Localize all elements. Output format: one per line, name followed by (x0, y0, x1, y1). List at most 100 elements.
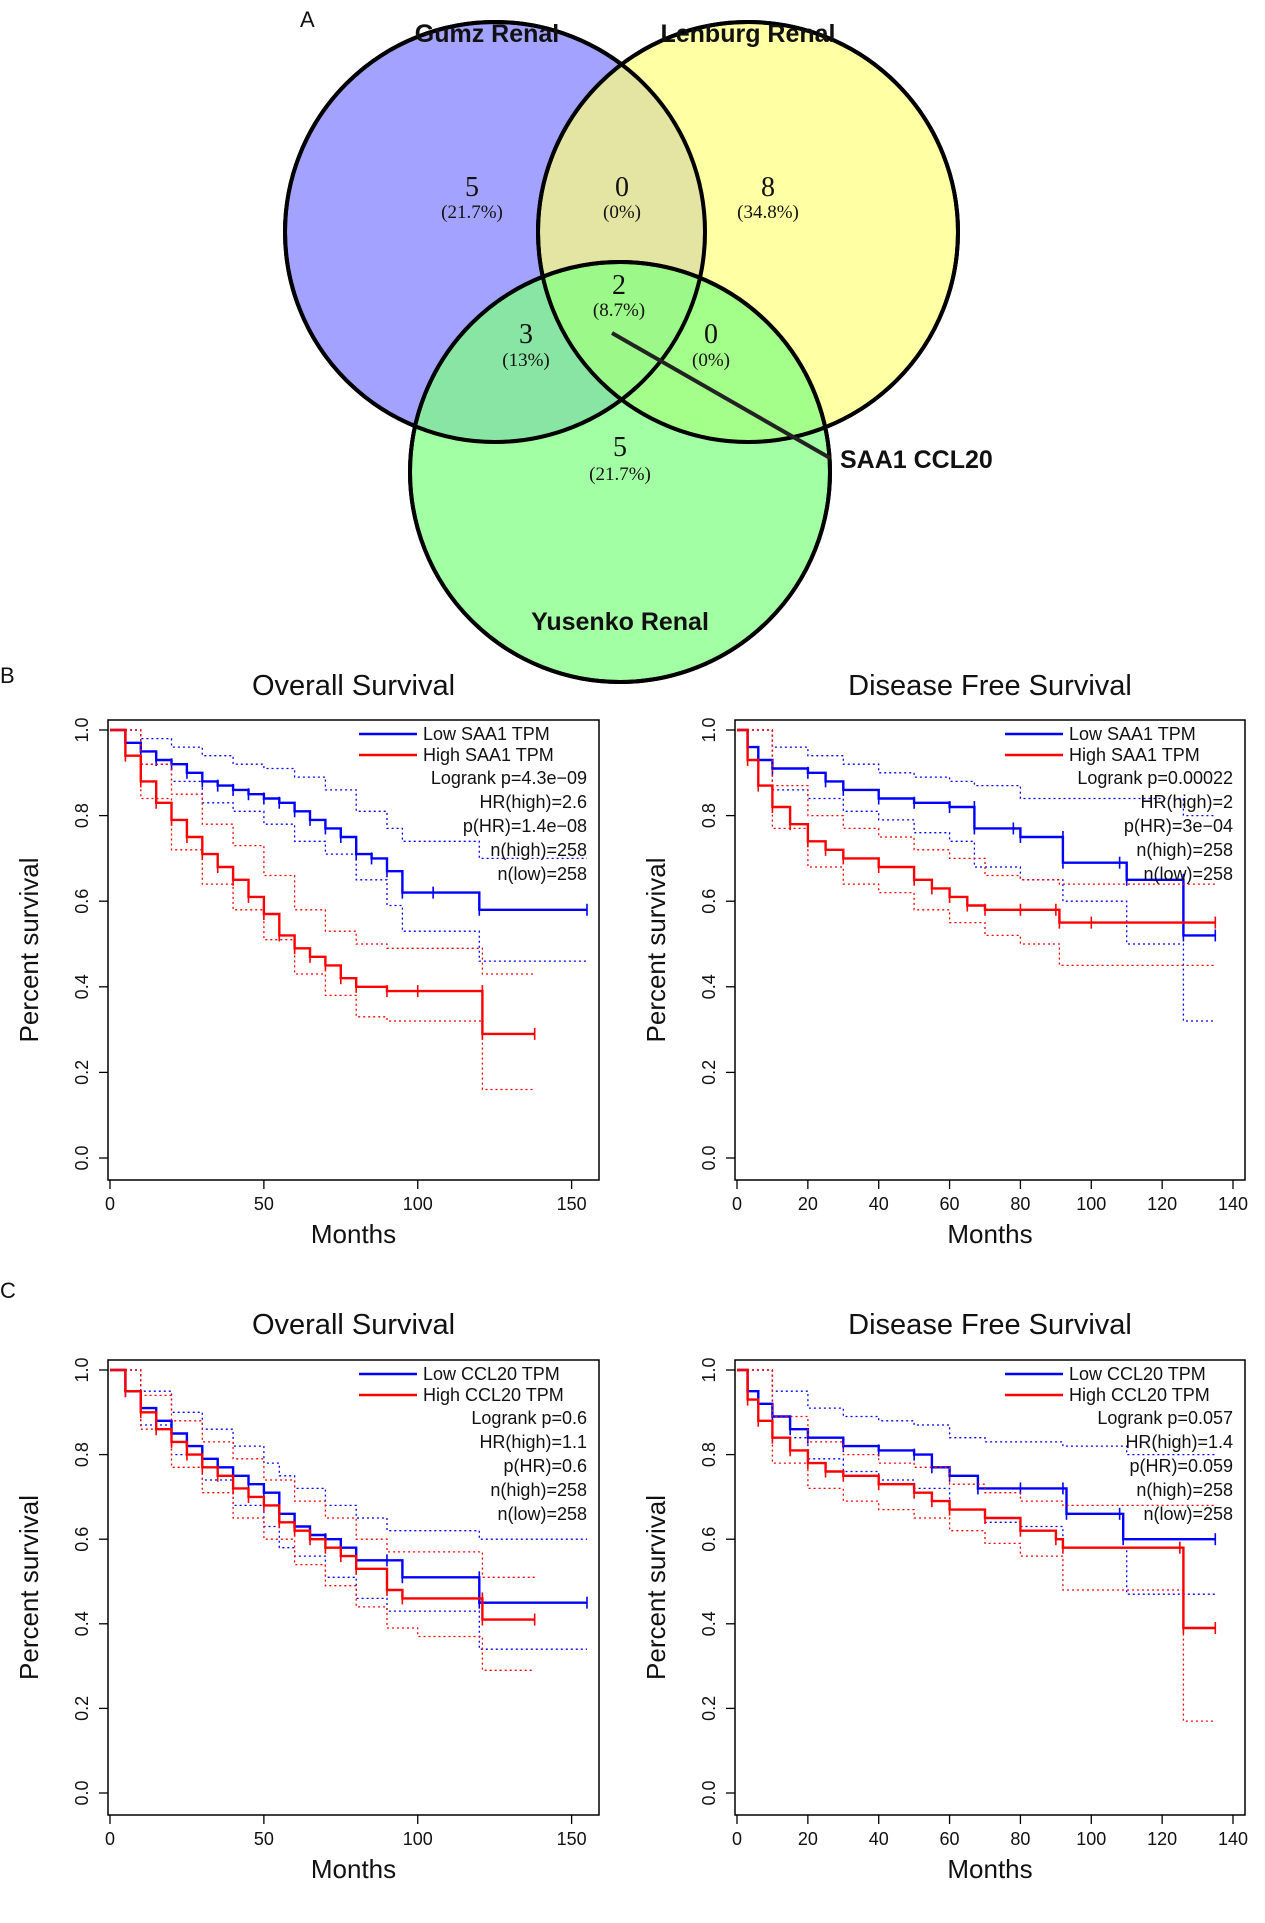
stat-label: n(low)=258 (497, 1504, 587, 1524)
plot-title: Disease Free Survival (848, 1309, 1132, 1341)
x-tick-label: 150 (557, 1829, 587, 1849)
x-tick-label: 80 (1010, 1194, 1030, 1214)
y-axis-label: Percent survival (641, 1495, 671, 1680)
x-tick-label: 20 (798, 1829, 818, 1849)
y-tick-label: 0.8 (72, 1442, 92, 1467)
venn-pct-gumz-yusenko: (13%) (502, 350, 549, 371)
y-tick-label: 0.4 (72, 1611, 92, 1636)
x-tick-label: 100 (1076, 1194, 1106, 1214)
callout-genes: SAA1 CCL20 (840, 446, 993, 474)
y-tick-label: 0.6 (72, 889, 92, 914)
stat-label: n(low)=258 (1143, 1504, 1233, 1524)
ci-upper-high (737, 1369, 1216, 1507)
x-tick-label: 100 (403, 1194, 433, 1214)
y-axis-label: Percent survival (14, 1495, 44, 1680)
y-tick-label: 0.4 (699, 974, 719, 999)
y-tick-label: 0.4 (699, 1611, 719, 1636)
x-axis-label: Months (947, 1219, 1032, 1249)
y-tick-label: 0.6 (699, 889, 719, 914)
km-plot-ccl20-overall: Overall Survival Months Percent survival 0 5… (14, 1309, 600, 1884)
x-tick-label: 100 (1076, 1829, 1106, 1849)
stat-label: n(high)=258 (1136, 1480, 1233, 1500)
plot-title: Overall Survival (252, 670, 455, 702)
venn-diagram: A Gumz Renal Lenburg Renal Yusenko Renal… (283, 7, 993, 684)
stat-label: n(low)=258 (1143, 864, 1233, 884)
stat-label: n(high)=258 (490, 1480, 587, 1500)
stat-label: n(low)=258 (497, 864, 587, 884)
plot-title: Disease Free Survival (848, 670, 1132, 702)
y-tick-label: 0.2 (699, 1696, 719, 1721)
stat-label: p(HR)=0.059 (1129, 1456, 1233, 1476)
ci-upper-low (737, 729, 1216, 817)
y-tick-label: 0.8 (699, 1442, 719, 1467)
venn-count-lenburg-only: 8 (761, 172, 775, 203)
stat-label: HR(high)=1.1 (479, 1432, 587, 1452)
plot-frame (734, 1359, 1246, 1816)
legend-label-low: Low SAA1 TPM (423, 724, 550, 744)
y-tick-label: 0.0 (699, 1145, 719, 1170)
venn-title-yusenko: Yusenko Renal (531, 608, 709, 636)
y-tick-label: 1.0 (699, 717, 719, 742)
y-tick-label: 0.2 (72, 1060, 92, 1085)
legend-label-low: Low SAA1 TPM (1069, 724, 1196, 744)
venn-title-lenburg: Lenburg Renal (660, 20, 835, 48)
x-tick-label: 50 (254, 1829, 274, 1849)
x-tick-label: 0 (105, 1829, 115, 1849)
venn-count-all-three: 2 (612, 270, 626, 301)
plot-frame (107, 719, 600, 1181)
stat-label: p(HR)=1.4e−08 (463, 816, 587, 836)
venn-pct-lenburg-only: (34.8%) (737, 202, 799, 223)
venn-outline-gumz (283, 20, 707, 444)
ci-upper-high (737, 729, 1216, 885)
x-tick-label: 140 (1218, 1829, 1248, 1849)
venn-count-lenburg-yusenko: 0 (704, 319, 718, 350)
x-tick-label: 0 (105, 1194, 115, 1214)
venn-count-yusenko-only: 5 (613, 432, 627, 463)
x-tick-label: 140 (1218, 1194, 1248, 1214)
y-tick-label: 0.2 (699, 1060, 719, 1085)
venn-pct-yusenko-only: (21.7%) (589, 464, 651, 485)
y-tick-label: 0.8 (699, 803, 719, 828)
venn-count-gumz-only: 5 (465, 172, 479, 203)
panel-label-b: B (0, 663, 15, 688)
legend-label-high: High SAA1 TPM (423, 745, 554, 765)
venn-title-gumz: Gumz Renal (415, 20, 559, 48)
venn-pct-all-three: (8.7%) (593, 300, 645, 321)
x-tick-label: 120 (1147, 1194, 1177, 1214)
y-tick-label: 0.4 (72, 974, 92, 999)
plot-frame (734, 719, 1246, 1181)
km-plot-ccl20-disease-free: Disease Free Survival Months Percent survi… (641, 1309, 1248, 1884)
x-tick-label: 50 (254, 1194, 274, 1214)
stat-label: Logrank p=0.00022 (1077, 768, 1233, 788)
x-tick-label: 40 (869, 1194, 889, 1214)
plot-title: Overall Survival (252, 1309, 455, 1341)
plot-frame (107, 1359, 600, 1816)
y-tick-label: 0.6 (72, 1527, 92, 1552)
x-tick-label: 100 (403, 1829, 433, 1849)
y-tick-label: 0.0 (699, 1780, 719, 1805)
stat-label: Logrank p=0.057 (1097, 1408, 1233, 1428)
legend-label-low: Low CCL20 TPM (1069, 1364, 1206, 1384)
ci-upper-low (737, 1369, 1216, 1456)
ci-upper-high (110, 729, 535, 975)
x-tick-label: 150 (557, 1194, 587, 1214)
venn-count-gumz-lenburg: 0 (615, 172, 629, 203)
stat-label: n(high)=258 (490, 840, 587, 860)
venn-outline-lenburg (536, 20, 960, 444)
venn-pct-gumz-lenburg: (0%) (603, 202, 641, 223)
x-tick-label: 0 (732, 1194, 742, 1214)
x-tick-label: 120 (1147, 1829, 1177, 1849)
x-axis-label: Months (311, 1219, 396, 1249)
y-tick-label: 0.6 (699, 1527, 719, 1552)
x-axis-label: Months (311, 1854, 396, 1884)
x-axis-label: Months (947, 1854, 1032, 1884)
stat-label: HR(high)=1.4 (1125, 1432, 1233, 1452)
stat-label: p(HR)=0.6 (503, 1456, 587, 1476)
y-tick-label: 0.0 (72, 1780, 92, 1805)
stat-label: n(high)=258 (1136, 840, 1233, 860)
x-tick-label: 60 (940, 1829, 960, 1849)
y-tick-label: 1.0 (699, 1357, 719, 1382)
y-tick-label: 0.8 (72, 803, 92, 828)
y-tick-label: 0.2 (72, 1696, 92, 1721)
